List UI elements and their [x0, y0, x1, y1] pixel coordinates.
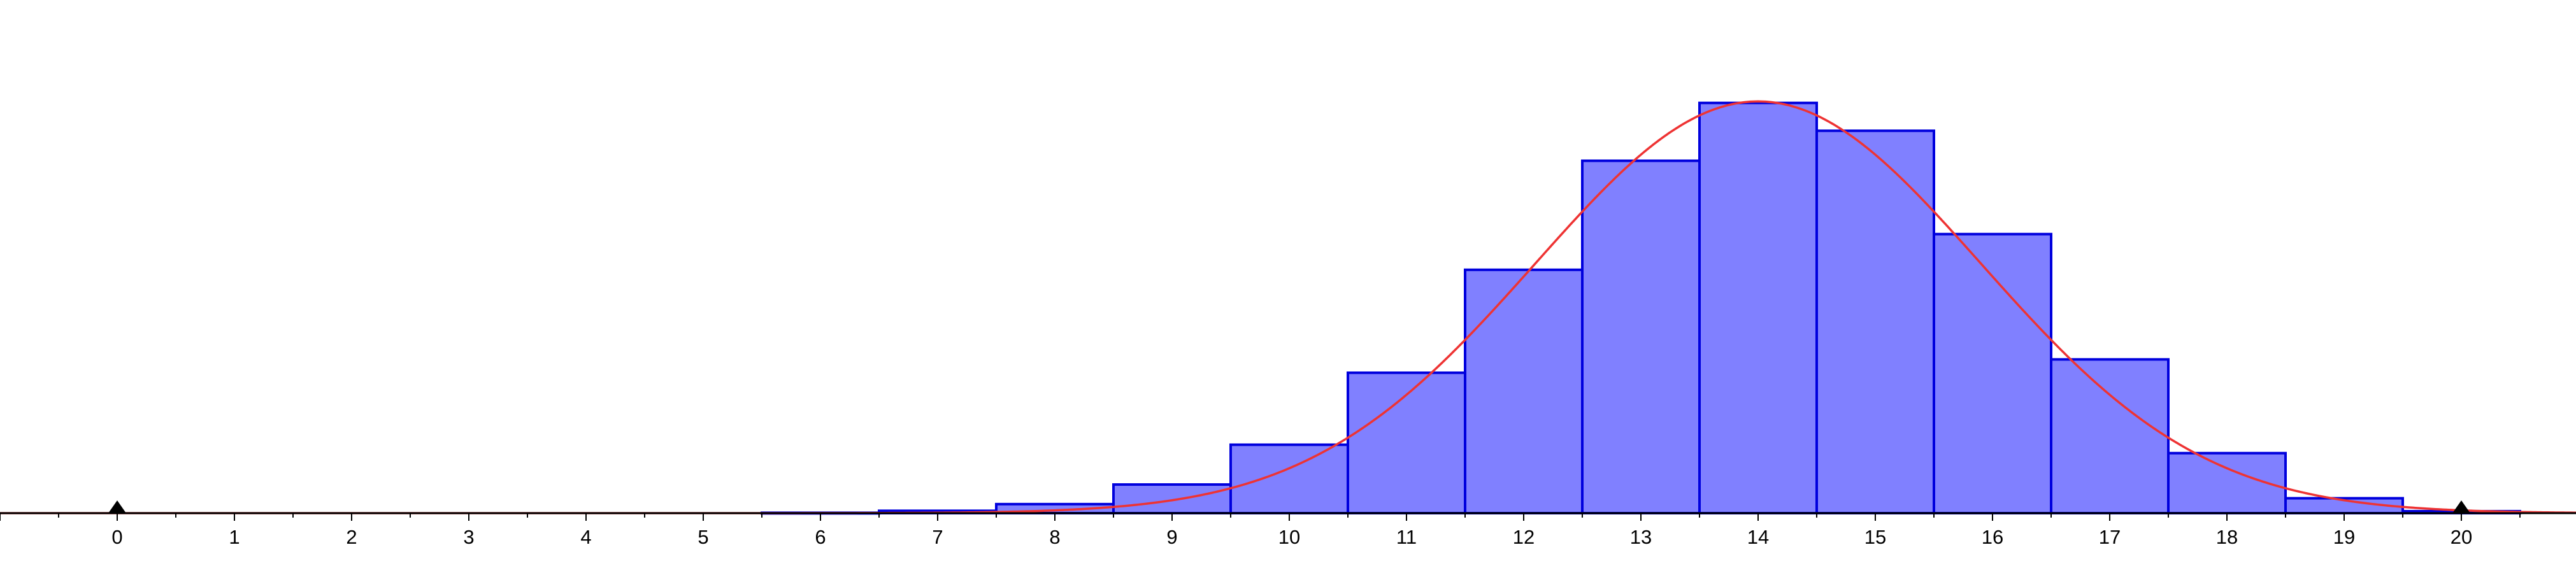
bar-16: [1933, 232, 2052, 514]
x-tick-label-13: 13: [1630, 526, 1652, 548]
bar-9: [1112, 483, 1232, 514]
bar-15: [1815, 129, 1935, 514]
x-tick-label-11: 11: [1396, 526, 1417, 548]
bar-10: [1229, 443, 1349, 514]
x-tick-label-4: 4: [580, 526, 591, 548]
x-tick-label-19: 19: [2333, 526, 2355, 548]
marker-20: [2452, 500, 2470, 513]
x-tick-label-15: 15: [1864, 526, 1886, 548]
x-tick-label-12: 12: [1513, 526, 1535, 548]
bar-12: [1464, 268, 1584, 514]
bar-17: [2050, 358, 2170, 515]
x-tick-label-8: 8: [1049, 526, 1060, 548]
x-tick-label-3: 3: [463, 526, 474, 548]
marker-0: [108, 500, 126, 513]
bar-11: [1347, 371, 1466, 514]
bar-13: [1581, 159, 1701, 515]
x-tick-label-2: 2: [346, 526, 357, 548]
x-tick-label-5: 5: [698, 526, 708, 548]
x-tick-label-7: 7: [932, 526, 943, 548]
bar-14: [1698, 101, 1818, 514]
x-tick-label-17: 17: [2099, 526, 2121, 548]
x-tick-label-20: 20: [2451, 526, 2472, 548]
x-tick-label-18: 18: [2216, 526, 2238, 548]
x-tick-label-16: 16: [1982, 526, 2003, 548]
x-tick-label-6: 6: [815, 526, 826, 548]
x-tick-label-1: 1: [229, 526, 240, 548]
x-tick-label-14: 14: [1747, 526, 1769, 548]
x-tick-label-9: 9: [1166, 526, 1177, 548]
x-tick-label-0: 0: [111, 526, 122, 548]
x-tick-label-10: 10: [1278, 526, 1300, 548]
